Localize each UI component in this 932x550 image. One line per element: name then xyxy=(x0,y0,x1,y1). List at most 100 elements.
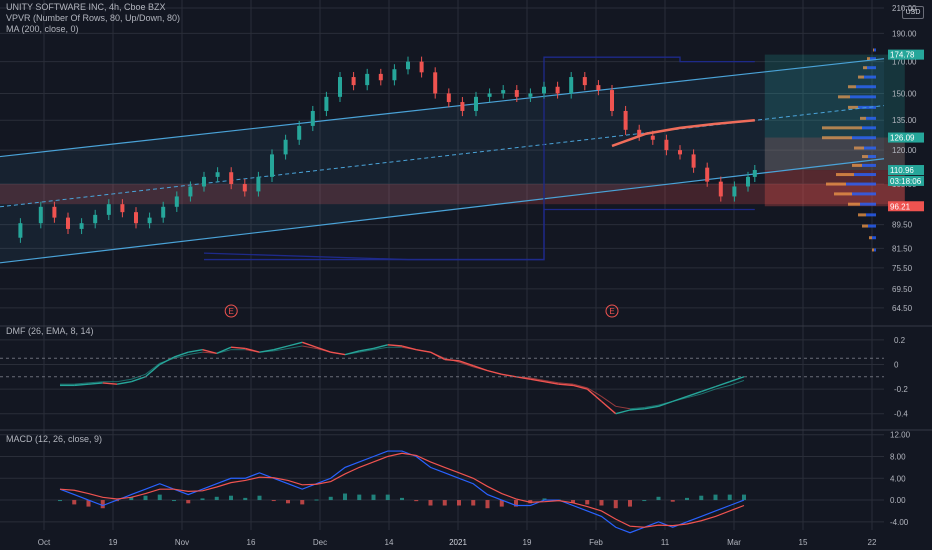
dmf-segment xyxy=(558,383,574,387)
vpvr-up-bar xyxy=(862,126,876,130)
dmf-segment xyxy=(501,373,517,378)
dmf-segment xyxy=(173,354,189,359)
candle-body xyxy=(392,69,397,81)
candle-body xyxy=(752,170,757,177)
vpvr-down-bar xyxy=(873,48,874,52)
dmf-segment xyxy=(686,393,702,399)
candle-body xyxy=(188,186,193,197)
macd-histogram-bar xyxy=(72,500,77,505)
dmf-segment xyxy=(444,357,460,363)
vpvr-down-bar xyxy=(858,213,866,217)
dmf-pane xyxy=(0,341,884,415)
dmf-segment xyxy=(701,385,716,393)
vpvr-down-bar xyxy=(852,163,862,167)
x-tick-label: 19 xyxy=(109,538,118,547)
macd-histogram-bar xyxy=(229,495,233,501)
candle-body xyxy=(433,72,438,94)
candle-body xyxy=(691,154,696,168)
dmf-segment xyxy=(74,382,89,385)
dmf-segment xyxy=(188,349,203,353)
earnings-marker xyxy=(224,304,238,318)
macd-histogram-bar xyxy=(727,494,732,501)
dmf-segment xyxy=(359,349,374,353)
candle-body xyxy=(202,176,206,187)
dmf-segment xyxy=(259,350,274,353)
dmf-segment xyxy=(458,361,474,368)
dmf-tick-label: -0.4 xyxy=(894,410,908,419)
macd-legend[interactable]: MACD (12, 26, close, 9) xyxy=(6,434,103,444)
macd-histogram-bar xyxy=(414,500,419,502)
macd-histogram-bar xyxy=(670,500,675,502)
signal-line xyxy=(59,452,745,528)
dmf-segment xyxy=(572,384,588,390)
candle-body xyxy=(215,172,220,177)
vpvr-down-bar xyxy=(860,116,866,120)
dmf-legend[interactable]: DMF (26, EMA, 8, 14) xyxy=(6,326,94,336)
dmf-segment xyxy=(373,344,388,350)
candle-body xyxy=(351,77,356,86)
y-tick-label: 64.50 xyxy=(892,304,913,313)
price-label: 174.78 xyxy=(890,51,915,60)
dmf-segment xyxy=(615,405,631,410)
dmf-segment xyxy=(586,387,602,397)
ma-legend[interactable]: MA (200, close, 0) xyxy=(6,24,79,34)
candle-body xyxy=(270,154,274,177)
main-legend: UNITY SOFTWARE INC, 4h, Cboe BZX VPVR (N… xyxy=(6,2,180,35)
vpvr-down-bar xyxy=(826,182,846,186)
candle-body xyxy=(310,110,315,126)
price-label: 126.09 xyxy=(890,134,915,143)
candle-body xyxy=(650,135,655,140)
dmf-segment xyxy=(672,397,688,402)
candle-body xyxy=(678,150,682,155)
candle-body xyxy=(460,102,465,111)
channel-lower xyxy=(0,158,885,264)
macd-histogram-bar xyxy=(400,497,404,501)
channel-upper xyxy=(0,58,885,158)
vpvr-legend[interactable]: VPVR (Number Of Rows, 80, Up/Down, 80) xyxy=(6,13,181,23)
y-tick-label: 135.00 xyxy=(892,116,917,125)
y-tick-label: 210.00 xyxy=(892,4,917,13)
price-label-badge xyxy=(888,49,924,60)
candle-body xyxy=(718,181,723,197)
dmf-segment xyxy=(116,378,132,383)
macd-tick-label: 12.00 xyxy=(890,431,911,440)
price-label: 96.21 xyxy=(890,202,911,211)
axes: 210.00190.00170.00150.00135.00120.00105.… xyxy=(38,4,924,547)
dmf-segment xyxy=(302,341,317,348)
dmf-segment xyxy=(715,384,730,390)
y-tick-label: 120.00 xyxy=(892,146,917,155)
dmf-segment xyxy=(729,379,745,386)
currency-badge[interactable]: USD xyxy=(902,6,924,19)
dmf-segment xyxy=(686,390,702,398)
dmf-segment xyxy=(287,341,303,347)
dmf-segment xyxy=(558,382,574,385)
vpvr-down-bar xyxy=(867,57,870,61)
macd-histogram-bar xyxy=(286,500,290,504)
y-tick-label: 190.00 xyxy=(892,29,917,38)
dmf-tick-label: 0.2 xyxy=(894,336,906,345)
x-tick-label: 11 xyxy=(661,538,670,547)
dmf-segment xyxy=(373,346,388,351)
dmf-segment xyxy=(316,347,331,353)
macd-histogram-bar xyxy=(571,500,575,503)
dmf-segment xyxy=(230,346,246,350)
symbol-title[interactable]: UNITY SOFTWARE INC, 4h, Cboe BZX xyxy=(6,2,166,12)
dmf-segment xyxy=(715,381,730,388)
dmf-tick-label: -0.2 xyxy=(894,385,908,394)
vpvr-up-bar xyxy=(868,224,876,228)
macd-histogram-bar xyxy=(58,500,62,502)
candle-body xyxy=(582,77,587,86)
macd-histogram-bar xyxy=(457,500,461,506)
dmf-segment xyxy=(74,383,89,387)
dmf-segment xyxy=(544,381,559,385)
channel-fill xyxy=(0,58,884,263)
vpvr-down-bar xyxy=(863,66,867,70)
grid xyxy=(0,0,932,530)
vpvr-up-bar xyxy=(854,173,876,177)
macd-histogram-bar xyxy=(371,494,376,501)
vpvr-down-bar xyxy=(822,136,852,140)
y-tick-label: 81.50 xyxy=(892,244,913,253)
macd-histogram-bar xyxy=(271,500,276,502)
x-tick-label: Nov xyxy=(175,538,189,547)
